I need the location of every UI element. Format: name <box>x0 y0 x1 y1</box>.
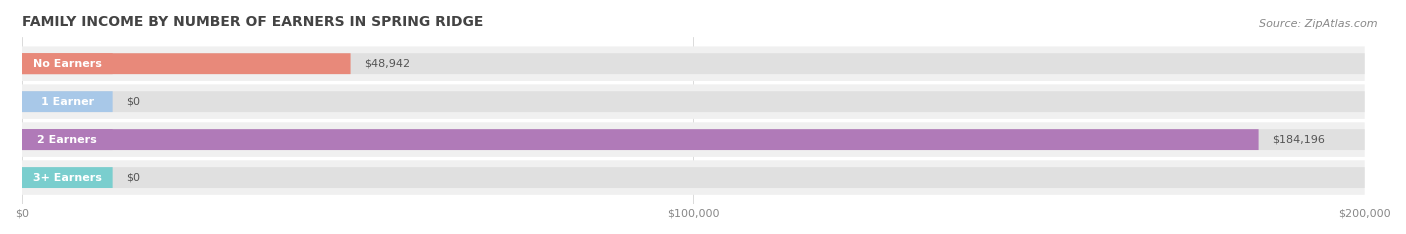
FancyBboxPatch shape <box>22 167 112 188</box>
FancyBboxPatch shape <box>22 91 1365 112</box>
Text: $0: $0 <box>127 172 141 183</box>
FancyBboxPatch shape <box>22 46 1365 81</box>
FancyBboxPatch shape <box>22 160 1365 195</box>
FancyBboxPatch shape <box>22 129 1258 150</box>
FancyBboxPatch shape <box>22 53 350 74</box>
FancyBboxPatch shape <box>22 91 112 112</box>
Text: $184,196: $184,196 <box>1272 135 1324 145</box>
FancyBboxPatch shape <box>22 53 112 74</box>
Text: $0: $0 <box>127 97 141 107</box>
Text: $48,942: $48,942 <box>364 59 411 69</box>
Text: 1 Earner: 1 Earner <box>41 97 94 107</box>
Text: 3+ Earners: 3+ Earners <box>32 172 101 183</box>
FancyBboxPatch shape <box>22 129 1365 150</box>
Text: 2 Earners: 2 Earners <box>38 135 97 145</box>
Text: Source: ZipAtlas.com: Source: ZipAtlas.com <box>1260 19 1378 29</box>
FancyBboxPatch shape <box>22 84 1365 119</box>
FancyBboxPatch shape <box>22 167 1365 188</box>
Text: FAMILY INCOME BY NUMBER OF EARNERS IN SPRING RIDGE: FAMILY INCOME BY NUMBER OF EARNERS IN SP… <box>22 15 484 29</box>
FancyBboxPatch shape <box>22 53 1365 74</box>
Text: No Earners: No Earners <box>32 59 101 69</box>
FancyBboxPatch shape <box>22 129 112 150</box>
FancyBboxPatch shape <box>22 122 1365 157</box>
